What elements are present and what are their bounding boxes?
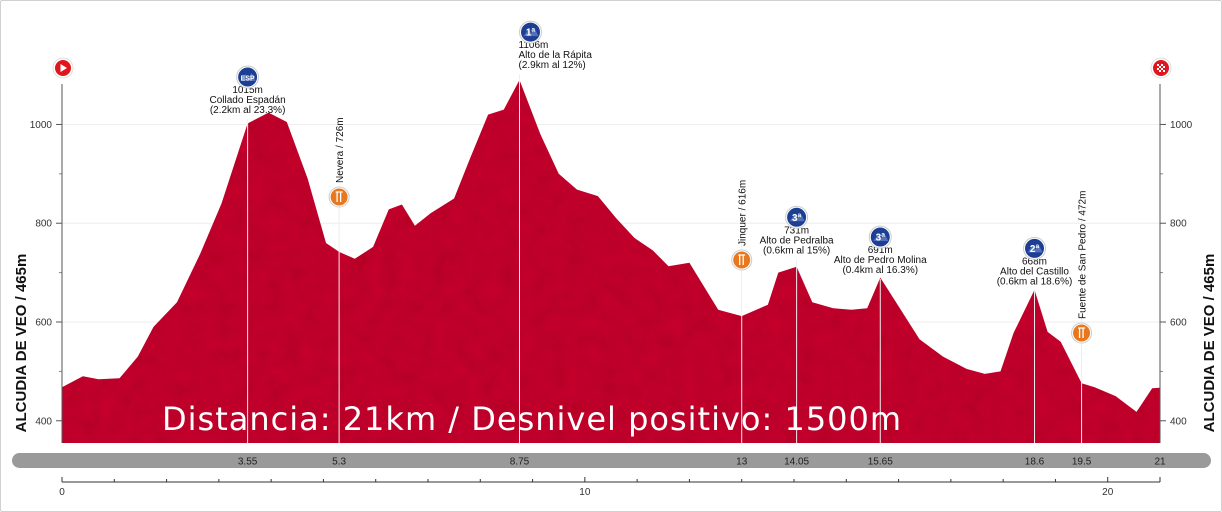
elevation-area [62,80,1160,443]
km-tick-label: 19.5 [1072,457,1092,468]
climb-category-text: 1ª [526,28,536,39]
climb-label-line: Alto del Castillo [1000,266,1069,277]
y-tick-label: 400 [35,416,52,427]
climb-label-line: 1106m [519,40,549,51]
y-axis: 400 400 600 600 800 800 1000 1000 [30,84,1193,443]
profile-area [62,80,1160,443]
water-point-label: Nevera / 726m [335,117,346,183]
km-tick-label: 5.3 [332,457,346,468]
km-tick-label: 3.55 [238,457,258,468]
climb-label-line: Alto de Pedralba [760,235,834,246]
climb-label-line: (2.9km al 12%) [519,60,586,71]
start-location-label: ALCUDIA DE VEO / 465m [13,254,30,433]
water-point-icon [731,249,753,271]
climb-label-line: (2.2km al 23.3%) [210,105,286,116]
x-tick-label: 10 [579,487,591,498]
x-tick-label: 0 [59,487,65,498]
km-tick-label: 14.05 [784,457,809,468]
x-axis: 0 10 20 [59,477,1161,498]
km-tick-label: 21 [1154,457,1166,468]
climb-category-icon: 3ª [785,205,809,229]
km-tick-label: 15.65 [868,457,893,468]
climb-label-line: Collado Espadán [210,95,286,106]
finish-flag-icon [1150,57,1172,79]
climb-category-text: 3ª [792,213,802,224]
climb-label-line: (0.6km al 18.6%) [997,276,1073,287]
climb-category-icon: 2ª [1023,236,1047,260]
finish-location-label: ALCUDIA DE VEO / 465m [1201,254,1218,433]
km-bar-background [12,453,1211,468]
climb-label-line: (0.4km al 16.3%) [842,265,918,276]
water-point-icon [1071,322,1093,344]
climb-label-line: 668m [1022,256,1047,267]
climb-category-text: ESP [241,76,255,83]
water-point-label: Jinquer / 616m [738,180,749,246]
x-tick-label: 20 [1102,487,1114,498]
climb-category-text: 3ª [876,233,886,244]
climb-label-line: 1015m [232,85,263,96]
climb-category-icon: 1ª [519,20,542,44]
y-tick-label: 600 [1170,318,1187,329]
summary-banner-text: Distancia: 21km / Desnivel positivo: 150… [162,400,902,438]
y-tick-label: 1000 [1170,120,1193,131]
y-tick-label: 600 [35,318,52,329]
km-tick-label: 13 [736,457,748,468]
y-tick-label: 800 [35,219,52,230]
y-tick-label: 400 [1170,416,1187,427]
climb-label-line: 691m [868,245,893,256]
start-flag-icon [52,57,74,79]
climb-category-text: 2ª [1030,244,1040,255]
y-tick-label: 1000 [30,120,53,131]
climb-category-icon: ESP [236,65,260,89]
climb-label-line: Alto de la Rápita [519,50,593,61]
summary-banner: Distancia: 21km / Desnivel positivo: 150… [162,400,902,438]
climb-label-line: 731m [784,225,809,236]
climb-label-line: (0.6km al 15%) [763,245,830,256]
climb-label-line: Alto de Pedro Molina [834,255,927,266]
water-point-icon [328,186,350,208]
water-point-label: Fuente de San Pedro / 472m [1078,191,1089,319]
climb-category-icon: 3ª [868,225,892,249]
km-tick-label: 8.75 [510,457,530,468]
y-tick-label: 800 [1170,219,1187,230]
km-tick-label: 18.6 [1025,457,1045,468]
side-labels: ALCUDIA DE VEO / 465m ALCUDIA DE VEO / 4… [13,254,1218,433]
